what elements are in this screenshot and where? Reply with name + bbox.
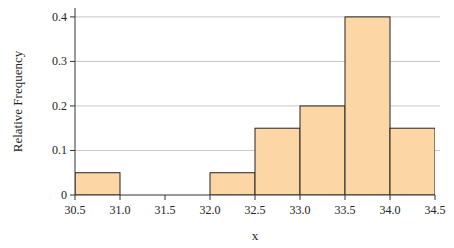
y-tick xyxy=(70,195,75,196)
y-axis-line xyxy=(75,8,76,195)
x-tick-label: 34.0 xyxy=(380,203,401,217)
x-tick-label: 34.5 xyxy=(425,203,446,217)
histogram-bar xyxy=(255,128,300,195)
y-tick xyxy=(70,150,75,151)
y-tick-label: 0 xyxy=(61,188,67,202)
x-tick xyxy=(435,195,436,200)
y-tick-label: 0.4 xyxy=(52,10,67,24)
x-tick xyxy=(210,195,211,200)
x-tick-label: 30.5 xyxy=(65,203,86,217)
y-tick xyxy=(70,61,75,62)
y-axis-label: Relative Frequency xyxy=(10,50,25,152)
x-tick xyxy=(390,195,391,200)
x-tick-label: 33.0 xyxy=(290,203,311,217)
bars xyxy=(75,17,435,195)
y-tick xyxy=(70,16,75,17)
x-tick xyxy=(120,195,121,200)
x-tick-label: 31.0 xyxy=(110,203,131,217)
histogram-bar xyxy=(390,128,435,195)
x-tick xyxy=(300,195,301,200)
histogram-bar xyxy=(345,17,390,195)
x-tick-label: 31.5 xyxy=(155,203,176,217)
x-tick xyxy=(345,195,346,200)
y-tick-label: 0.3 xyxy=(52,54,67,68)
histogram-bar xyxy=(75,173,120,195)
chart-svg: 0 0.1 0.2 0.3 0.4 30.5 31.0 31.5 32.0 32.5 33.0 33.… xyxy=(0,0,454,248)
x-tick xyxy=(75,195,76,200)
x-axis-label: x xyxy=(252,228,259,243)
y-tick-label: 0.2 xyxy=(52,99,67,113)
x-tick-label: 33.5 xyxy=(335,203,356,217)
histogram-bar xyxy=(210,173,255,195)
x-tick xyxy=(165,195,166,200)
histogram-bar xyxy=(300,106,345,195)
x-tick-label: 32.0 xyxy=(200,203,221,217)
x-tick-label: 32.5 xyxy=(245,203,266,217)
y-tick xyxy=(70,105,75,106)
chart-container: 0 0.1 0.2 0.3 0.4 30.5 31.0 31.5 32.0 32.5 33.0 33.… xyxy=(0,0,454,248)
x-tick xyxy=(255,195,256,200)
y-tick-label: 0.1 xyxy=(52,143,67,157)
